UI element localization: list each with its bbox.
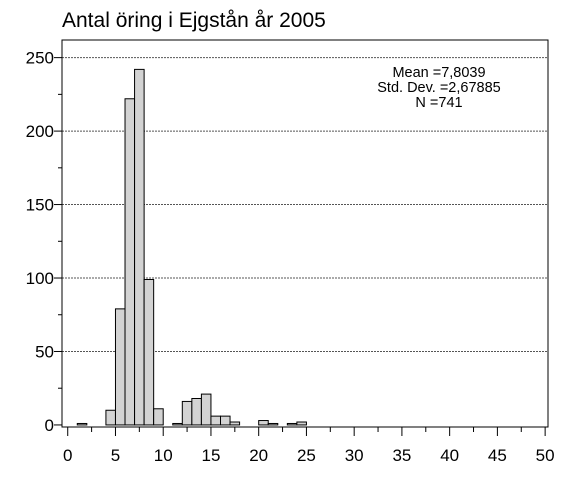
bar xyxy=(191,397,202,426)
annotation: Mean =7,8039 xyxy=(392,65,485,81)
plot-frame xyxy=(61,39,549,428)
bar xyxy=(200,393,212,426)
bar xyxy=(258,420,269,426)
bar xyxy=(210,415,221,426)
x-tick-label: 50 xyxy=(536,446,555,465)
chart-title: Antal öring i Ejgstån år 2005 xyxy=(62,9,326,32)
bar xyxy=(219,415,231,426)
bar xyxy=(181,400,193,426)
x-tick-label: 45 xyxy=(488,446,507,465)
x-tick-label: 35 xyxy=(392,446,411,465)
bar xyxy=(124,98,136,426)
y-tick-label: 200 xyxy=(26,122,54,141)
bar xyxy=(267,422,279,426)
bar xyxy=(153,408,164,426)
bar xyxy=(286,422,298,426)
bar xyxy=(229,421,241,426)
annotation: Std. Dev. =2,67885 xyxy=(377,80,500,96)
x-tick-label: 0 xyxy=(63,446,72,465)
y-tick-label: 150 xyxy=(26,196,54,215)
bar xyxy=(114,308,126,426)
x-tick-label: 40 xyxy=(440,446,459,465)
bar xyxy=(76,422,88,426)
y-tick-label: 50 xyxy=(35,342,54,361)
x-tick-label: 30 xyxy=(345,446,364,465)
x-tick-label: 15 xyxy=(201,446,220,465)
bar xyxy=(143,278,155,426)
bar xyxy=(134,68,145,426)
bar xyxy=(172,422,183,426)
y-tick-label: 250 xyxy=(26,49,54,68)
y-tick-label: 100 xyxy=(26,269,54,288)
x-tick-label: 5 xyxy=(111,446,120,465)
bar xyxy=(105,409,116,426)
x-tick-label: 10 xyxy=(154,446,173,465)
y-tick-label: 0 xyxy=(45,416,54,435)
bar xyxy=(296,421,307,426)
x-tick-label: 25 xyxy=(297,446,316,465)
annotation: N =741 xyxy=(415,95,462,111)
x-tick-label: 20 xyxy=(249,446,268,465)
